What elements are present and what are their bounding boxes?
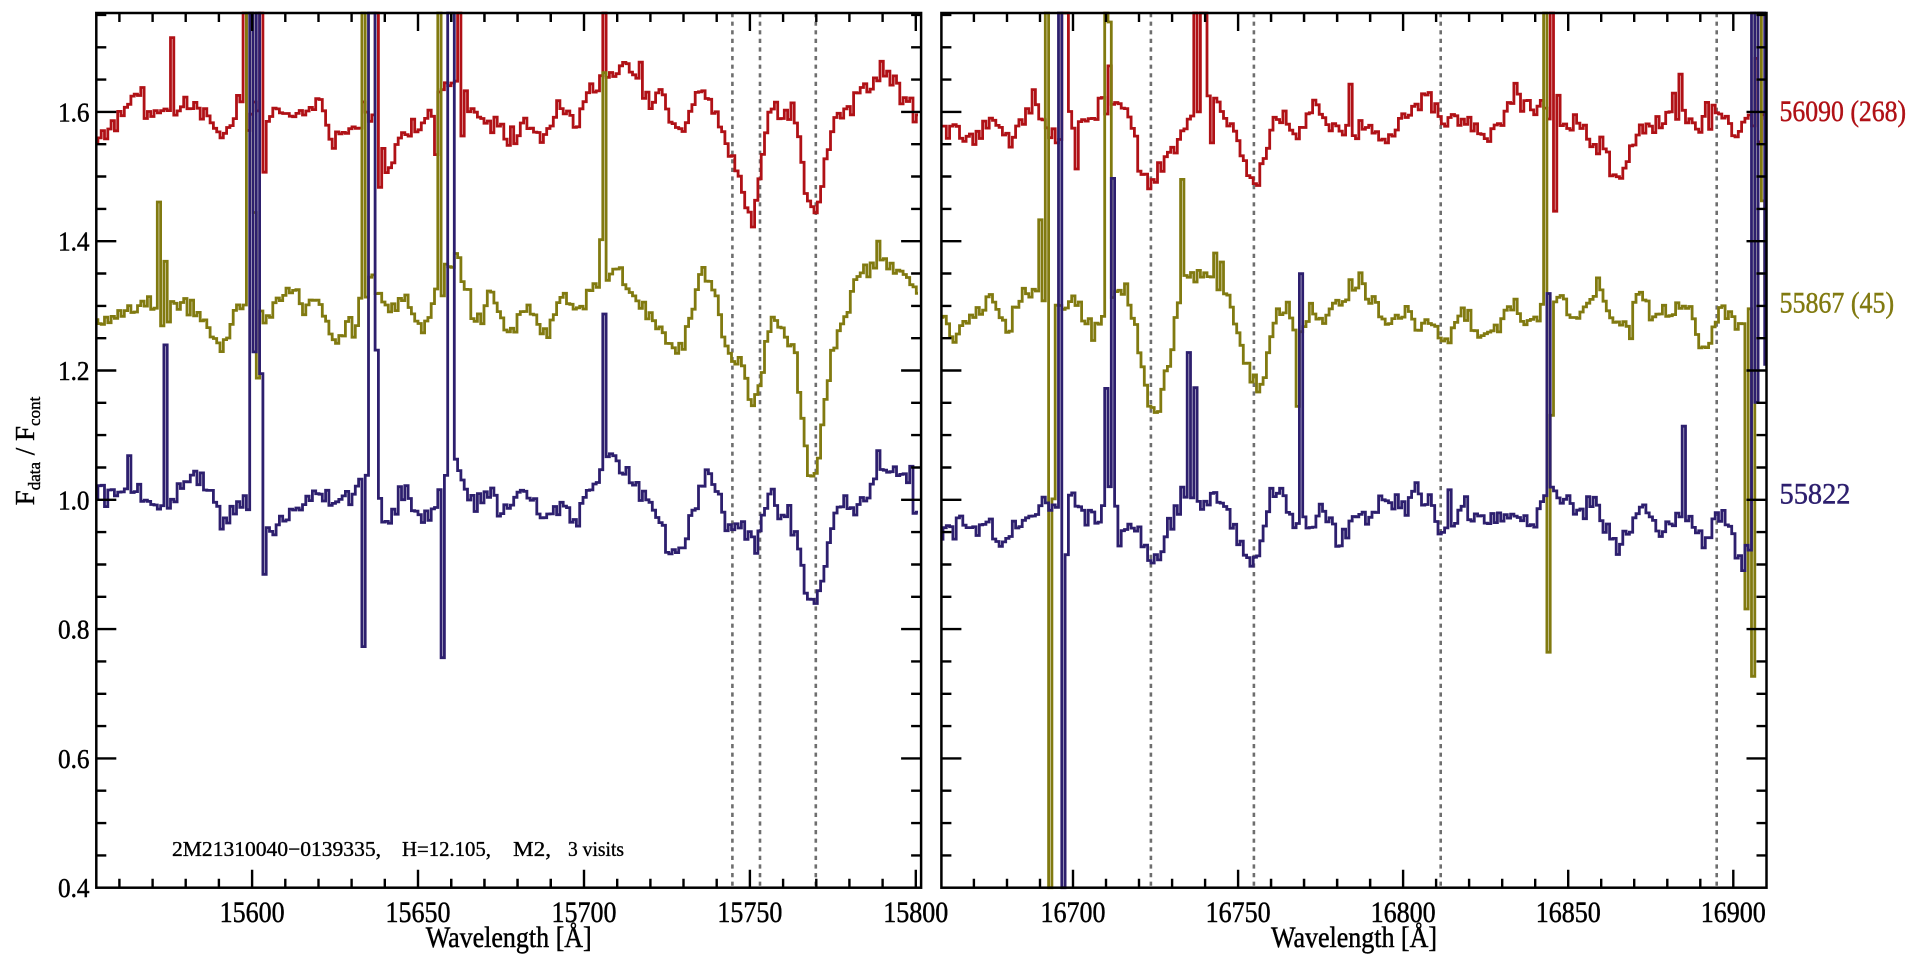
svg-text:56090 (268): 56090 (268) bbox=[1780, 95, 1907, 128]
svg-text:3 visits: 3 visits bbox=[568, 837, 624, 861]
svg-text:16750: 16750 bbox=[1206, 896, 1271, 929]
svg-text:0.8: 0.8 bbox=[58, 615, 90, 645]
svg-text:1.2: 1.2 bbox=[58, 356, 90, 386]
svg-text:1.0: 1.0 bbox=[58, 485, 90, 515]
svg-text:15700: 15700 bbox=[552, 896, 617, 929]
svg-text:55822: 55822 bbox=[1780, 478, 1851, 511]
svg-text:1.4: 1.4 bbox=[58, 227, 90, 257]
svg-text:2M21310040−0139335,: 2M21310040−0139335, bbox=[172, 837, 381, 861]
svg-text:0.4: 0.4 bbox=[58, 873, 90, 903]
svg-text:H=12.105,: H=12.105, bbox=[402, 837, 491, 861]
svg-text:Wavelength [Å]: Wavelength [Å] bbox=[426, 921, 592, 954]
svg-text:16800: 16800 bbox=[1371, 896, 1436, 929]
svg-text:M2,: M2, bbox=[513, 837, 551, 861]
svg-text:15650: 15650 bbox=[386, 896, 451, 929]
svg-text:16700: 16700 bbox=[1041, 896, 1106, 929]
svg-text:15750: 15750 bbox=[717, 896, 782, 929]
svg-text:0.6: 0.6 bbox=[58, 744, 90, 774]
svg-text:55867 (45): 55867 (45) bbox=[1780, 287, 1895, 320]
svg-text:Wavelength [Å]: Wavelength [Å] bbox=[1271, 921, 1437, 954]
svg-text:15600: 15600 bbox=[220, 896, 285, 929]
svg-text:1.6: 1.6 bbox=[58, 97, 90, 127]
svg-text:16850: 16850 bbox=[1536, 896, 1601, 929]
svg-text:15800: 15800 bbox=[883, 896, 948, 929]
svg-text:16900: 16900 bbox=[1701, 896, 1766, 929]
